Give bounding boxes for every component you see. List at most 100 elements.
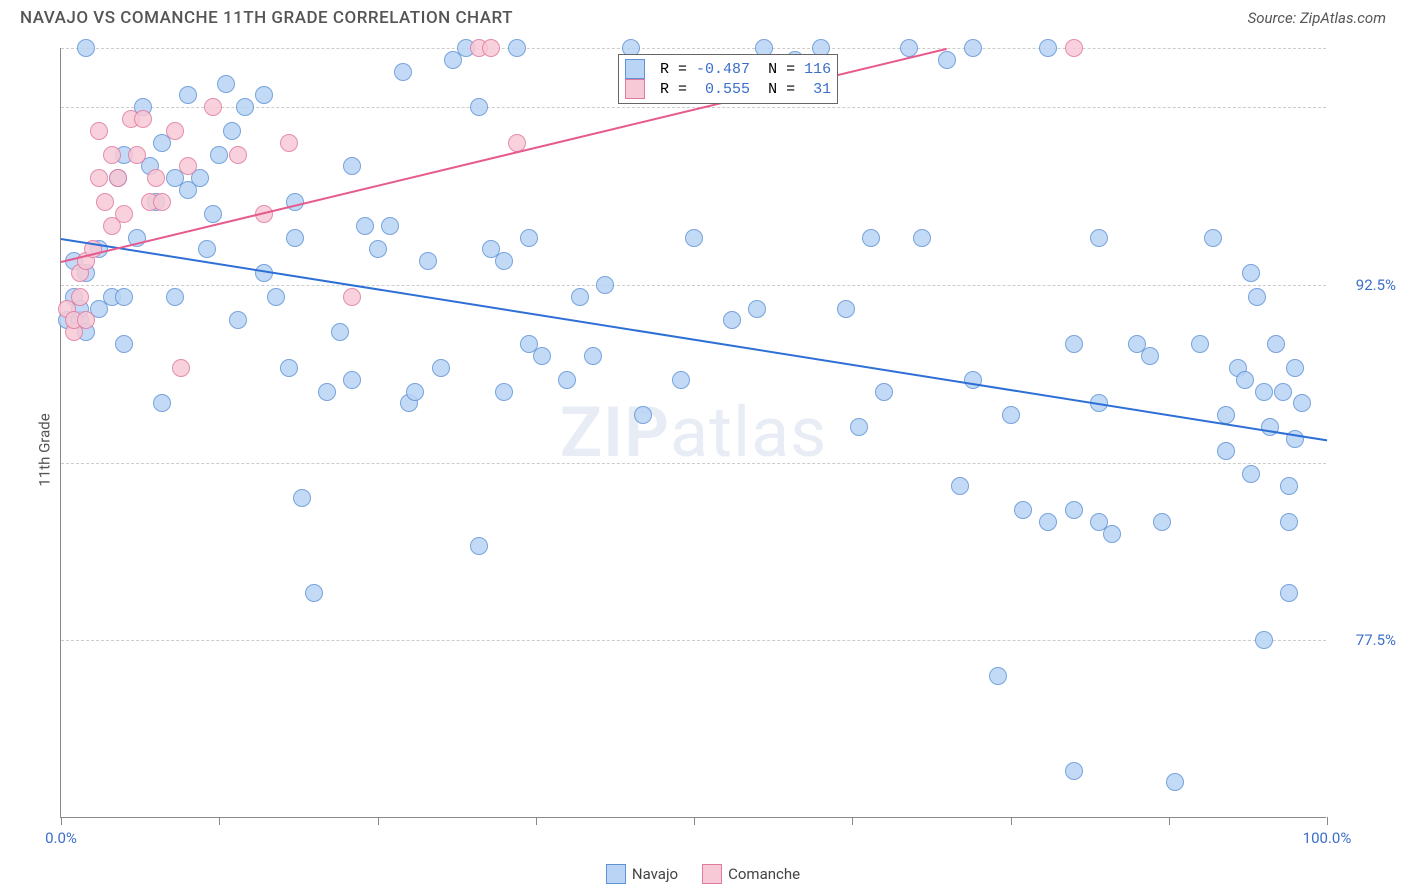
data-point [964,39,982,57]
data-point [1090,229,1108,247]
data-point [77,311,95,329]
data-point [280,359,298,377]
gridline [61,48,1326,49]
data-point [153,394,171,412]
data-point [533,347,551,365]
data-point [571,288,589,306]
data-point [406,383,424,401]
data-point [343,157,361,175]
legend-item: Navajo [606,864,678,884]
data-point [1242,264,1260,282]
data-point [356,217,374,235]
data-point [1065,762,1083,780]
x-tick [378,817,379,825]
legend-item: Comanche [702,864,800,884]
legend-swatch [702,864,722,884]
legend: Navajo Comanche [0,864,1406,884]
data-point [267,288,285,306]
data-point [103,146,121,164]
data-point [748,300,766,318]
data-point [236,98,254,116]
data-point [229,146,247,164]
data-point [938,51,956,69]
legend-swatch [625,79,645,99]
data-point [1267,335,1285,353]
data-point [172,359,190,377]
data-point [1039,513,1057,531]
data-point [223,122,241,140]
data-point [1065,335,1083,353]
stats-text: R = -0.487 N = 116 [651,61,831,78]
gridline [61,463,1326,464]
data-point [1217,442,1235,460]
stats-box: R = -0.487 N = 116 R = 0.555 N = 31 [618,54,838,104]
data-point [1191,335,1209,353]
legend-label: Navajo [632,865,678,883]
x-tick [536,817,537,825]
data-point [115,205,133,223]
gridline [61,285,1326,286]
data-point [951,477,969,495]
stats-row: R = -0.487 N = 116 [625,59,831,79]
data-point [1293,394,1311,412]
x-tick [694,817,695,825]
data-point [634,406,652,424]
y-tick-label: 92.5% [1336,276,1396,294]
data-point [71,288,89,306]
legend-swatch [606,864,626,884]
data-point [875,383,893,401]
data-point [419,252,437,270]
data-point [318,383,336,401]
legend-swatch [625,59,645,79]
data-point [470,98,488,116]
x-tick [1327,817,1328,825]
data-point [179,157,197,175]
data-point [1286,359,1304,377]
stats-text: R = 0.555 N = 31 [651,81,831,98]
data-point [204,98,222,116]
data-point [1002,406,1020,424]
data-point [128,146,146,164]
data-point [147,169,165,187]
x-tick-label: 0.0% [45,829,77,847]
data-point [280,134,298,152]
data-point [1274,383,1292,401]
data-point [989,667,1007,685]
data-point [343,288,361,306]
chart-area: 11th Grade ZIPatlas 77.5%92.5%0.0%100.0%… [20,48,1386,852]
data-point [1255,631,1273,649]
data-point [850,418,868,436]
x-tick [1011,817,1012,825]
data-point [495,252,513,270]
data-point [109,169,127,187]
data-point [1242,465,1260,483]
data-point [1065,501,1083,519]
gridline [61,640,1326,641]
data-point [115,288,133,306]
data-point [90,122,108,140]
chart-header: NAVAJO VS COMANCHE 11TH GRADE CORRELATIO… [0,0,1406,32]
data-point [1280,584,1298,602]
y-tick-label: 77.5% [1336,631,1396,649]
data-point [1166,773,1184,791]
data-point [153,193,171,211]
data-point [596,276,614,294]
data-point [217,75,235,93]
data-point [179,86,197,104]
data-point [520,229,538,247]
data-point [96,193,114,211]
x-tick [852,817,853,825]
plot-region: ZIPatlas 77.5%92.5%0.0%100.0% R = -0.487… [60,48,1326,818]
data-point [672,371,690,389]
data-point [381,217,399,235]
data-point [305,584,323,602]
data-point [1204,229,1222,247]
data-point [394,63,412,81]
data-point [166,288,184,306]
data-point [1153,513,1171,531]
chart-title: NAVAJO VS COMANCHE 11TH GRADE CORRELATIO… [20,8,513,28]
x-tick [1169,817,1170,825]
data-point [432,359,450,377]
data-point [115,335,133,353]
data-point [1039,39,1057,57]
